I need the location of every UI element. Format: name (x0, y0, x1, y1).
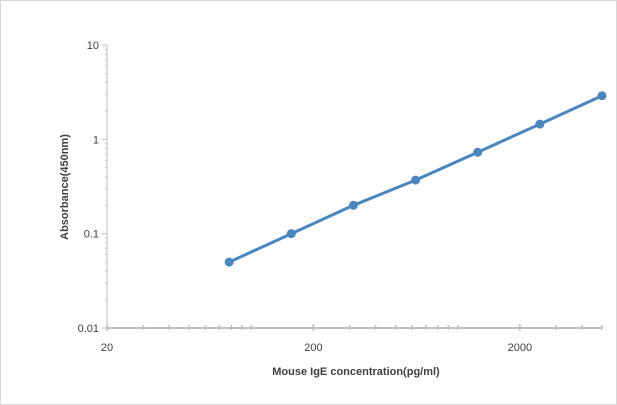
data-point (473, 148, 482, 157)
x-tick-label: 2000 (508, 342, 532, 354)
x-axis-title: Mouse IgE concentration(pg/ml) (272, 366, 440, 378)
y-tick-label: 10 (87, 40, 99, 52)
x-tick-label: 200 (304, 342, 322, 354)
data-point (535, 120, 544, 129)
data-point (287, 229, 296, 238)
data-point (411, 176, 420, 185)
y-axis-title: Absorbance(450nm) (59, 134, 71, 240)
y-tick-label: 1 (93, 134, 99, 146)
axes (107, 45, 602, 328)
x-tick-label: 20 (101, 342, 113, 354)
y-tick-label: 0.1 (84, 229, 99, 241)
y-tick-label: 0.01 (78, 323, 99, 335)
data-point (225, 258, 234, 267)
data-point (598, 91, 607, 100)
series-layer (225, 91, 607, 266)
data-point (349, 201, 358, 210)
y-axis-ticks: 0.01 0.1 1 10 (78, 40, 107, 335)
